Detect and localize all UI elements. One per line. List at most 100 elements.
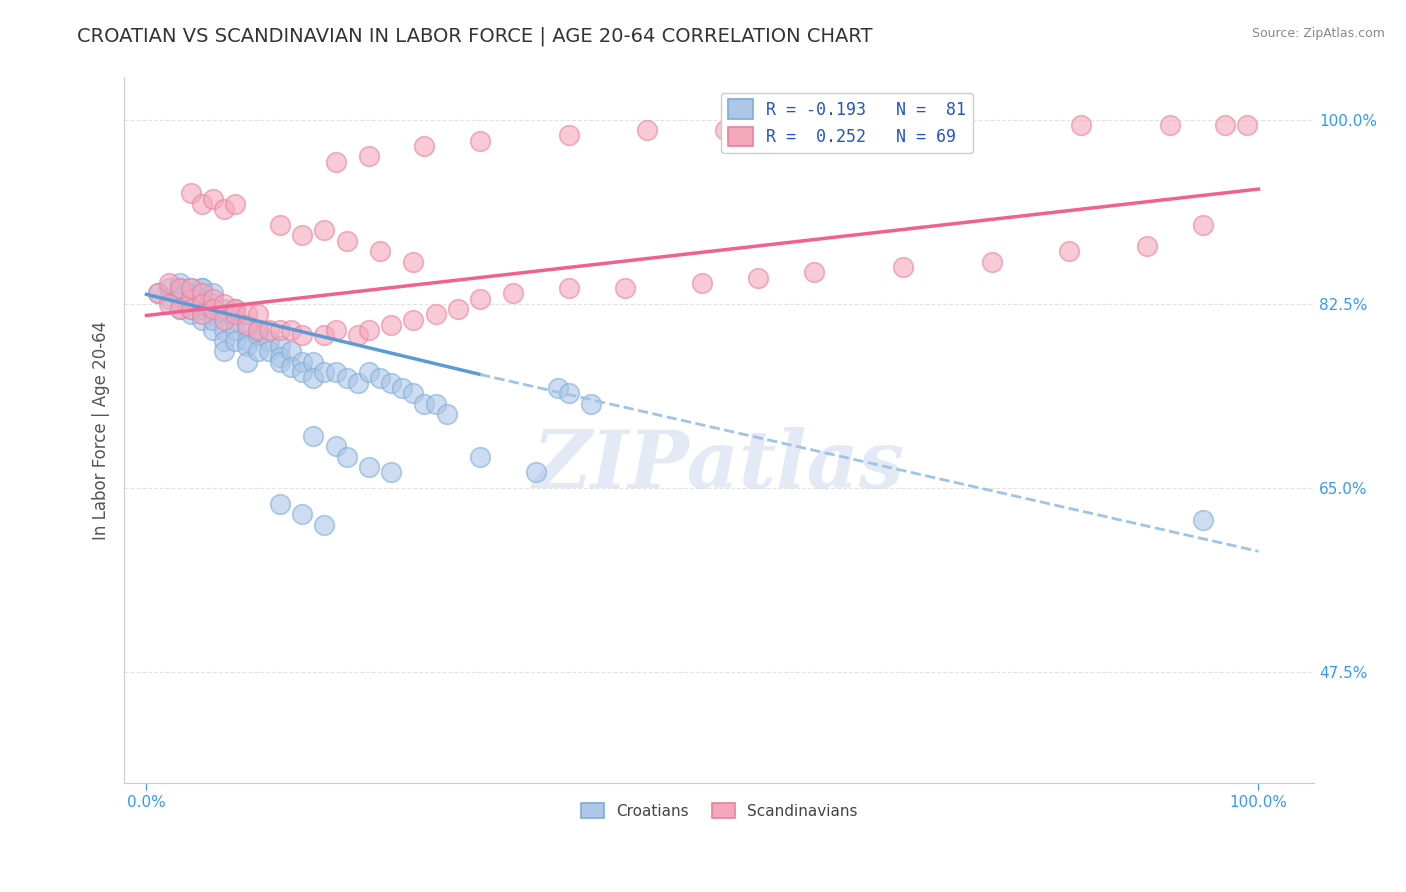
- Y-axis label: In Labor Force | Age 20-64: In Labor Force | Age 20-64: [93, 321, 110, 540]
- Point: [235, 334, 257, 348]
- Point: [447, 302, 470, 317]
- Point: [413, 397, 436, 411]
- Point: [180, 186, 202, 201]
- Point: [346, 328, 368, 343]
- Point: [280, 344, 302, 359]
- Point: [336, 370, 359, 384]
- Point: [1236, 118, 1258, 132]
- Point: [1059, 244, 1081, 259]
- Point: [224, 302, 246, 317]
- Point: [1136, 239, 1159, 253]
- Point: [613, 281, 636, 295]
- Point: [202, 312, 225, 326]
- Point: [325, 323, 347, 337]
- Legend: Croatians, Scandinavians: Croatians, Scandinavians: [575, 797, 863, 825]
- Point: [269, 339, 291, 353]
- Point: [502, 286, 524, 301]
- Point: [1192, 513, 1215, 527]
- Point: [1213, 118, 1236, 132]
- Point: [558, 281, 581, 295]
- Point: [291, 328, 314, 343]
- Point: [246, 323, 269, 337]
- Point: [314, 365, 336, 379]
- Point: [180, 292, 202, 306]
- Point: [314, 518, 336, 533]
- Point: [269, 350, 291, 364]
- Point: [302, 428, 325, 442]
- Point: [191, 281, 214, 295]
- Point: [235, 323, 257, 337]
- Point: [246, 323, 269, 337]
- Point: [214, 302, 236, 317]
- Point: [692, 276, 714, 290]
- Point: [291, 355, 314, 369]
- Point: [202, 297, 225, 311]
- Point: [157, 292, 180, 306]
- Point: [191, 286, 214, 301]
- Point: [191, 307, 214, 321]
- Point: [235, 307, 257, 321]
- Text: CROATIAN VS SCANDINAVIAN IN LABOR FORCE | AGE 20-64 CORRELATION CHART: CROATIAN VS SCANDINAVIAN IN LABOR FORCE …: [77, 27, 873, 46]
- Point: [713, 123, 735, 137]
- Point: [325, 154, 347, 169]
- Point: [169, 276, 191, 290]
- Point: [146, 286, 169, 301]
- Point: [180, 297, 202, 311]
- Point: [291, 228, 314, 243]
- Point: [169, 281, 191, 295]
- Point: [280, 359, 302, 374]
- Point: [191, 302, 214, 317]
- Point: [180, 286, 202, 301]
- Point: [169, 292, 191, 306]
- Point: [636, 123, 658, 137]
- Point: [425, 397, 447, 411]
- Point: [425, 307, 447, 321]
- Point: [413, 139, 436, 153]
- Point: [191, 292, 214, 306]
- Point: [391, 381, 413, 395]
- Point: [357, 460, 380, 475]
- Point: [214, 312, 236, 326]
- Point: [146, 286, 169, 301]
- Point: [269, 497, 291, 511]
- Point: [368, 244, 391, 259]
- Point: [803, 123, 825, 137]
- Point: [191, 292, 214, 306]
- Point: [180, 302, 202, 317]
- Point: [257, 323, 280, 337]
- Point: [191, 302, 214, 317]
- Point: [180, 302, 202, 317]
- Point: [336, 450, 359, 464]
- Point: [169, 286, 191, 301]
- Point: [246, 307, 269, 321]
- Point: [180, 281, 202, 295]
- Point: [891, 260, 914, 274]
- Point: [169, 302, 191, 317]
- Point: [202, 286, 225, 301]
- Point: [1159, 118, 1181, 132]
- Point: [235, 355, 257, 369]
- Point: [280, 323, 302, 337]
- Point: [925, 118, 948, 132]
- Point: [436, 408, 458, 422]
- Point: [1192, 218, 1215, 232]
- Point: [380, 376, 402, 390]
- Point: [581, 397, 603, 411]
- Point: [747, 270, 769, 285]
- Text: Source: ZipAtlas.com: Source: ZipAtlas.com: [1251, 27, 1385, 40]
- Point: [302, 370, 325, 384]
- Point: [202, 307, 225, 321]
- Point: [169, 302, 191, 317]
- Point: [224, 323, 246, 337]
- Point: [980, 254, 1002, 268]
- Point: [214, 344, 236, 359]
- Point: [380, 318, 402, 332]
- Point: [558, 386, 581, 401]
- Point: [157, 276, 180, 290]
- Point: [357, 149, 380, 163]
- Point: [202, 323, 225, 337]
- Point: [547, 381, 569, 395]
- Point: [1070, 118, 1092, 132]
- Point: [314, 328, 336, 343]
- Point: [325, 439, 347, 453]
